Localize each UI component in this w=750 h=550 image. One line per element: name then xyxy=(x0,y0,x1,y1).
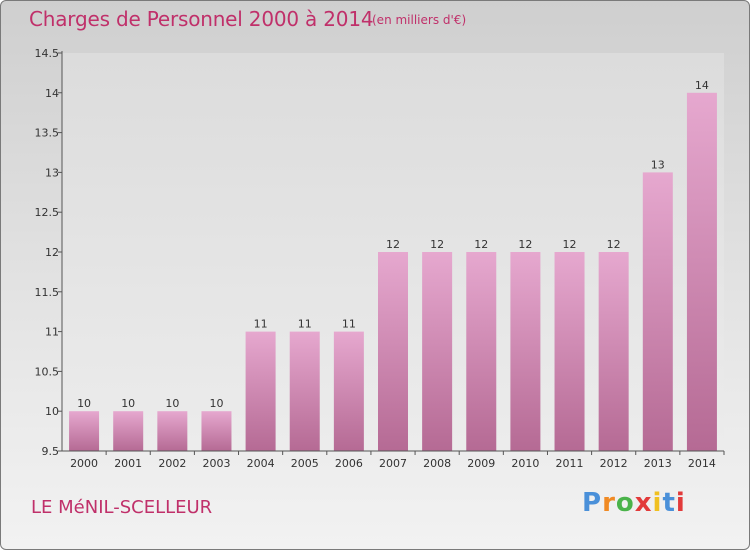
x-tick-label-2001: 2001 xyxy=(114,457,142,470)
bar-2004 xyxy=(245,331,276,451)
y-tick-label-9.5: 9.5 xyxy=(42,445,60,458)
x-tick-label-2009: 2009 xyxy=(467,457,495,470)
x-tick-label-2005: 2005 xyxy=(291,457,319,470)
y-tick-label-14.5: 14.5 xyxy=(35,47,60,60)
x-tick-label-2008: 2008 xyxy=(423,457,451,470)
y-tick-label-11: 11 xyxy=(45,326,59,339)
bar-2014 xyxy=(686,92,717,452)
logo-letter: r xyxy=(602,488,616,518)
bar-2012 xyxy=(598,252,629,451)
x-tick-label-2006: 2006 xyxy=(335,457,363,470)
data-label-2001: 10 xyxy=(121,397,135,410)
data-label-2008: 12 xyxy=(430,238,444,251)
x-tick-label-2003: 2003 xyxy=(202,457,230,470)
bar-2002 xyxy=(157,411,188,451)
data-label-2006: 11 xyxy=(342,318,356,331)
data-label-2004: 11 xyxy=(254,318,268,331)
y-tick-label-14: 14 xyxy=(45,87,59,100)
bar-2003 xyxy=(201,411,232,451)
place-name: LE MéNIL-SCELLEUR xyxy=(31,497,213,518)
x-tick-label-2000: 2000 xyxy=(70,457,98,470)
data-label-2013: 13 xyxy=(651,158,665,171)
y-tick-label-12: 12 xyxy=(45,246,59,259)
y-tick-label-13: 13 xyxy=(45,166,59,179)
y-tick-label-10: 10 xyxy=(45,405,59,418)
x-tick-label-2007: 2007 xyxy=(379,457,407,470)
bar-2006 xyxy=(333,331,364,451)
x-tick-label-2014: 2014 xyxy=(688,457,716,470)
data-label-2005: 11 xyxy=(298,318,312,331)
logo-letter: i xyxy=(652,488,663,518)
data-label-2012: 12 xyxy=(607,238,621,251)
data-label-2003: 10 xyxy=(209,397,223,410)
bar-2010 xyxy=(510,252,541,451)
y-tick-label-13.5: 13.5 xyxy=(35,127,60,140)
bar-2009 xyxy=(466,252,497,451)
logo-letter: x xyxy=(634,488,653,518)
logo-letter: i xyxy=(675,488,686,518)
bar-2001 xyxy=(113,411,144,451)
bar-2011 xyxy=(554,252,585,451)
x-tick-label-2002: 2002 xyxy=(158,457,186,470)
logo-letter: P xyxy=(582,488,603,518)
logo-letter: t xyxy=(662,488,676,518)
y-tick-label-12.5: 12.5 xyxy=(35,206,60,219)
chart-unit-label: (en milliers d'€) xyxy=(372,13,467,27)
bar-2000 xyxy=(69,411,100,451)
data-label-2000: 10 xyxy=(77,397,91,410)
x-tick-label-2012: 2012 xyxy=(600,457,628,470)
y-tick-label-11.5: 11.5 xyxy=(35,286,60,299)
x-tick-label-2004: 2004 xyxy=(247,457,275,470)
x-tick-label-2013: 2013 xyxy=(644,457,672,470)
bar-2008 xyxy=(422,252,453,451)
data-label-2009: 12 xyxy=(474,238,488,251)
data-label-2010: 12 xyxy=(518,238,532,251)
data-label-2014: 14 xyxy=(695,79,709,92)
y-tick-label-10.5: 10.5 xyxy=(35,365,60,378)
data-label-2011: 12 xyxy=(563,238,577,251)
x-tick-label-2011: 2011 xyxy=(556,457,584,470)
data-label-2002: 10 xyxy=(165,397,179,410)
chart-title: Charges de Personnel 2000 à 2014 xyxy=(29,7,374,31)
bar-2013 xyxy=(642,172,673,451)
logo-letter: o xyxy=(615,488,635,518)
data-label-2007: 12 xyxy=(386,238,400,251)
x-tick-label-2010: 2010 xyxy=(511,457,539,470)
bar-2007 xyxy=(378,252,408,451)
proxiti-logo: Proxiti xyxy=(582,488,686,518)
bar-2005 xyxy=(289,331,320,451)
